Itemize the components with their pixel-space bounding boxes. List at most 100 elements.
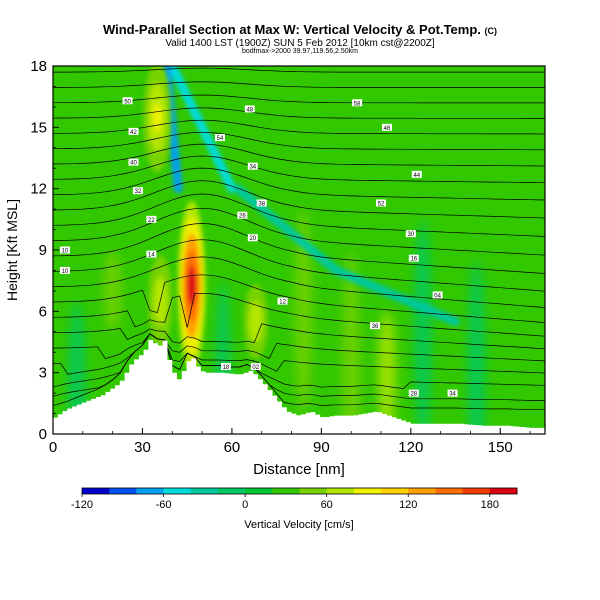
- x-tick-label: 90: [313, 439, 330, 456]
- svg-text:26: 26: [239, 214, 246, 220]
- theta-contour: [53, 223, 545, 274]
- theta-label: 42: [128, 127, 139, 136]
- theta-contour: [53, 81, 545, 88]
- y-tick-label: 0: [39, 426, 47, 443]
- theta-contour: [53, 56, 545, 57]
- colorbar-swatch: [353, 488, 382, 494]
- downdraft-streak: [331, 265, 461, 327]
- svg-text:04: 04: [434, 293, 441, 299]
- theta-label: 36: [370, 322, 381, 330]
- y-tick-label: 18: [30, 58, 47, 75]
- colorbar-swatch: [190, 488, 219, 494]
- plot-area: 50 42 40 32 22 14 10 10 54 48 34 26 38 20 12 18 02 58 46 44…: [53, 56, 545, 434]
- theta-contour: [53, 256, 545, 308]
- theta-label: 16: [408, 254, 419, 263]
- colorbar-swatch: [272, 488, 300, 494]
- theta-contour: [53, 155, 545, 184]
- terrain: [53, 340, 545, 434]
- theta-label: 34: [247, 162, 258, 171]
- updraft-core: [251, 309, 261, 334]
- colorbar-tick-label: -120: [71, 499, 93, 511]
- theta-label: 46: [381, 123, 392, 132]
- colorbar-label: Vertical Velocity [cm/s]: [244, 519, 353, 531]
- colorbar-tick-label: 60: [321, 499, 333, 511]
- theta-label: 50: [122, 97, 133, 105]
- colorbar-frame: [81, 487, 518, 495]
- theta-label: 48: [244, 105, 255, 113]
- theta-contour: [53, 131, 545, 151]
- y-axis: 0 3 6 9 12 15 18: [30, 58, 59, 443]
- theta-contour: [53, 239, 545, 292]
- colorbar-swatch: [136, 488, 165, 494]
- theta-labels: 50 42 40 32 22 14 10 10 54 48 34 26 38 20 12 18 02 58 46 44…: [59, 97, 458, 398]
- svg-text:40: 40: [130, 161, 137, 167]
- downdraft-streak: [167, 66, 237, 194]
- theta-contour: [53, 107, 545, 119]
- y-tick-label: 9: [39, 242, 47, 259]
- svg-text:10: 10: [62, 249, 69, 255]
- theta-contour: [53, 193, 545, 237]
- svg-text:34: 34: [249, 165, 256, 171]
- theta-label: 54: [214, 134, 225, 142]
- y-tick-label: 15: [30, 119, 47, 136]
- y-tick-label: 6: [39, 303, 47, 320]
- colorbar-tick-label: 120: [399, 499, 417, 511]
- theta-label: 10: [59, 246, 70, 255]
- colorbar-swatch: [489, 488, 518, 494]
- x-axis: 0 30 60 90 120 150: [49, 428, 531, 456]
- theta-label: 38: [256, 199, 267, 207]
- colorbar-swatch: [82, 488, 110, 494]
- svg-text:10: 10: [62, 269, 69, 275]
- y-axis-label: Height [Kft MSL]: [4, 199, 20, 301]
- theta-contour: [53, 67, 545, 73]
- colorbar-tick-label: -60: [156, 499, 172, 511]
- theta-label: 20: [247, 234, 258, 242]
- theta-contour: [53, 180, 545, 219]
- theta-label: 52: [376, 199, 386, 207]
- colorbar-swatch: [163, 488, 192, 494]
- colorbar-swatch: [381, 488, 409, 494]
- svg-text:36: 36: [372, 324, 379, 330]
- theta-label: 02: [250, 363, 261, 371]
- theta-contour: [53, 333, 545, 362]
- svg-text:44: 44: [413, 173, 420, 179]
- y-tick-label: 3: [39, 365, 47, 382]
- x-tick-label: 0: [49, 439, 57, 456]
- field-band: [103, 250, 122, 332]
- colorbar-swatch: [245, 488, 273, 494]
- theta-label: 34: [447, 389, 458, 398]
- field-band: [413, 219, 432, 434]
- theta-contour: [53, 207, 545, 256]
- theta-contour: [53, 333, 545, 375]
- chart-title: Wind-Parallel Section at Max W: Vertical…: [0, 22, 600, 37]
- svg-text:58: 58: [354, 101, 361, 107]
- x-tick-label: 30: [134, 439, 151, 456]
- theta-label: 04: [432, 291, 443, 299]
- theta-label: 40: [128, 158, 139, 167]
- svg-text:14: 14: [148, 253, 155, 259]
- svg-text:22: 22: [148, 218, 155, 224]
- theta-label: 44: [411, 170, 422, 179]
- theta-label: 26: [237, 211, 248, 220]
- colorbar-swatch: [217, 488, 246, 494]
- colorbar: -120 -60 0 60 120 180: [71, 487, 518, 511]
- theta-contour: [53, 94, 545, 104]
- theta-label: 10: [59, 266, 70, 275]
- theta-contour: [53, 143, 545, 167]
- chart-subtitle: Valid 1400 LST (1900Z) SUN 5 Feb 2012 [1…: [165, 38, 435, 49]
- svg-text:54: 54: [217, 136, 224, 142]
- theta-contour: [53, 167, 545, 201]
- svg-text:32: 32: [135, 189, 142, 195]
- copyright-tag: (C): [484, 26, 498, 36]
- colorbar-swatch: [326, 488, 355, 494]
- colorbar-swatch: [408, 488, 436, 494]
- svg-text:34: 34: [449, 392, 456, 398]
- svg-text:18: 18: [223, 365, 230, 371]
- updraft-core: [152, 102, 162, 132]
- svg-text:28: 28: [410, 392, 417, 398]
- y-tick-label: 12: [30, 181, 47, 198]
- colorbar-tick-label: 180: [481, 499, 499, 511]
- colorbar-swatch: [109, 488, 137, 494]
- theta-label: 32: [132, 187, 143, 195]
